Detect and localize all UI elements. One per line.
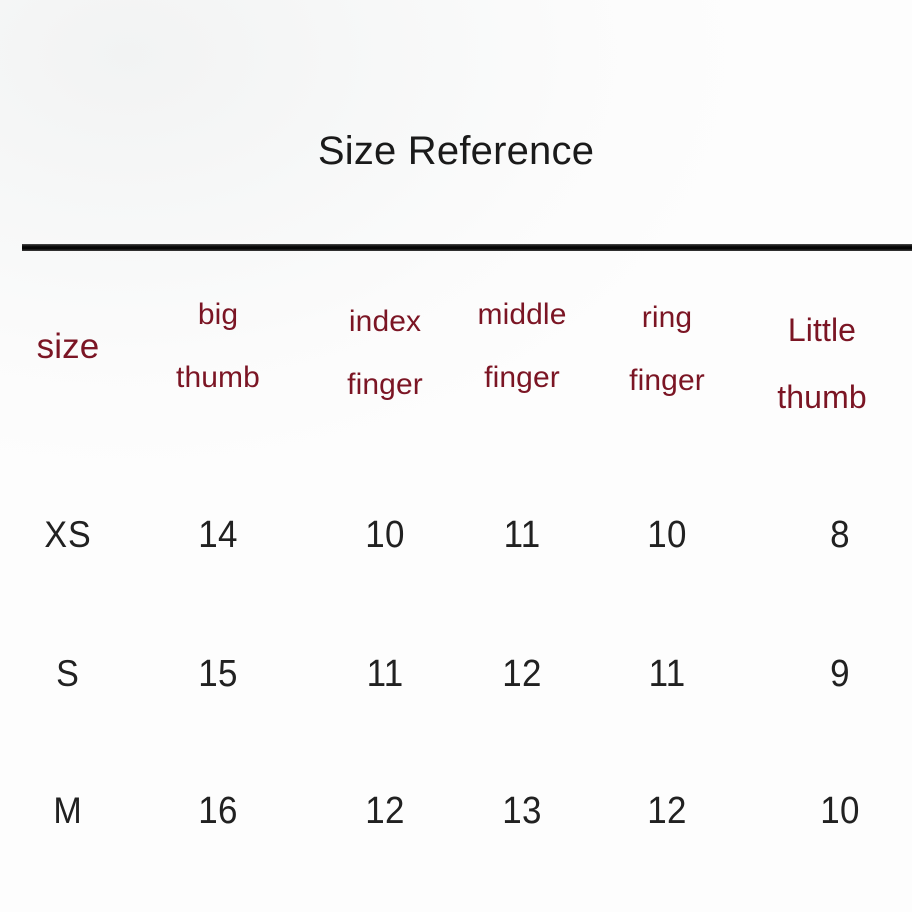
- column-header-index-finger: index finger: [347, 305, 423, 401]
- cell-ring-finger: 11: [648, 653, 686, 695]
- cell-index-finger: 11: [366, 653, 404, 695]
- cell-middle-finger: 12: [502, 653, 542, 695]
- column-header-ring-finger: ring finger: [629, 301, 705, 397]
- column-header-middle-finger: middle finger: [477, 298, 567, 394]
- table-row: XS 14 10 11 10 8: [0, 378, 912, 556]
- cell-ring-finger: 12: [647, 790, 687, 832]
- cell-little-thumb: 10: [820, 790, 860, 832]
- cell-ring-finger: 10: [647, 514, 687, 556]
- cell-middle-finger: 13: [502, 790, 542, 832]
- table-header-row: size big thumb index finger middle finge…: [0, 251, 912, 413]
- cell-little-thumb: 9: [830, 653, 850, 695]
- cell-big-thumb: 15: [198, 653, 238, 695]
- cell-size: S: [56, 653, 80, 694]
- cell-size: XS: [44, 514, 92, 555]
- table-row: M 16 12 13 12 10: [0, 654, 912, 832]
- cell-big-thumb: 16: [198, 790, 238, 832]
- cell-big-thumb: 14: [198, 514, 238, 556]
- column-header-little-thumb: Little thumb: [777, 312, 867, 415]
- size-reference-table: size big thumb index finger middle finge…: [0, 251, 912, 884]
- cell-middle-finger: 11: [503, 514, 541, 556]
- table-row: L 17 13 14 13 11: [0, 800, 912, 884]
- cell-index-finger: 12: [365, 790, 405, 832]
- table-row: S 15 11 12 11 9: [0, 517, 912, 695]
- cell-size: M: [53, 790, 83, 831]
- cell-index-finger: 10: [365, 514, 405, 556]
- page-title: Size Reference: [317, 129, 595, 173]
- header-divider-rule: [22, 244, 912, 251]
- column-header-big-thumb: big thumb: [176, 298, 260, 394]
- cell-little-thumb: 8: [830, 514, 850, 556]
- column-header-size: size: [36, 327, 100, 367]
